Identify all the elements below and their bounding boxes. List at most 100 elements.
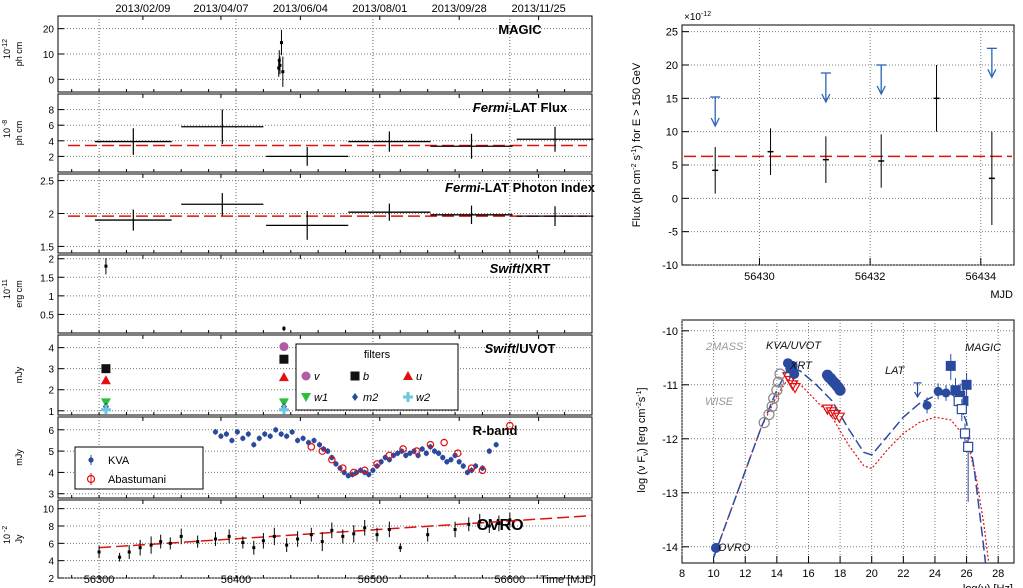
data-point	[487, 524, 491, 528]
legend-label: u	[416, 371, 422, 383]
y-tick-label: 25	[666, 27, 678, 39]
y-tick-label: 2	[48, 152, 54, 163]
data-point	[352, 532, 356, 536]
data-point	[460, 463, 466, 469]
y-axis-label-close: ]	[636, 387, 648, 390]
panel-title-rest: -LAT Photon Index	[480, 180, 595, 195]
x-tick-label: 56434	[966, 271, 997, 283]
data-point	[320, 540, 324, 544]
series-KVA	[212, 426, 499, 479]
data-point	[138, 546, 142, 550]
data-point	[278, 63, 282, 67]
legend-marker	[350, 371, 360, 381]
series-m2	[102, 402, 287, 411]
data-point	[448, 457, 454, 463]
data-point	[282, 327, 286, 331]
magic-low-point	[959, 428, 971, 439]
y-axis-label-tail: ) for E > 150 GeV	[631, 62, 643, 149]
data-point	[245, 431, 251, 437]
sed-label: 2MASS	[705, 341, 744, 353]
legend-marker	[406, 392, 410, 402]
y-tick-label: 0.5	[40, 310, 54, 321]
magic-point	[950, 385, 961, 396]
top-date-label: 2013/06/04	[273, 3, 328, 15]
y-axis-label-end: s	[636, 396, 648, 402]
y-label-exp: 10	[2, 534, 12, 544]
y-tick-label: 8	[48, 522, 54, 533]
data-point	[366, 471, 372, 478]
data-point	[444, 459, 450, 465]
data-point	[241, 540, 245, 544]
data-point	[277, 58, 281, 62]
y-axis-label-sup: -2	[631, 163, 638, 169]
data-point	[196, 540, 200, 544]
y-axis-label-main: log (ν F	[636, 456, 648, 493]
y-axis-label-sup2: -1	[631, 149, 638, 155]
data-point	[426, 440, 435, 449]
upper-limit-arrow	[710, 117, 720, 128]
y-axis-label-sup: -2	[636, 402, 643, 408]
panel-title: Fermi-LAT Flux	[473, 100, 568, 115]
ir-point	[766, 400, 778, 412]
panel-title-italic: Swift	[485, 341, 517, 356]
data-point	[394, 450, 401, 456]
light-curve-panels: 2013/02/09 2013/04/07 2013/06/04 2013/08/01…	[2, 3, 596, 586]
y-tick-label: 20	[43, 25, 55, 36]
magic-low-point	[956, 404, 967, 415]
y-axis-label-sub: ν	[641, 452, 650, 456]
data-point	[456, 459, 462, 465]
sed-label: KVA/UVOT	[766, 340, 822, 352]
data-point	[295, 437, 301, 444]
upper-limit-arrow	[821, 93, 831, 104]
data-point	[296, 537, 300, 541]
lat-point	[922, 400, 932, 410]
data-point	[279, 354, 289, 364]
sed-label: XRT	[789, 360, 813, 372]
data-point	[419, 446, 425, 452]
data-point	[284, 433, 290, 439]
y-tick-label: 8	[48, 106, 54, 117]
legend-label: KVA	[108, 455, 130, 467]
sed-label: LAT	[885, 365, 906, 377]
x-axis-label: log(ν) [Hz]	[963, 583, 1013, 588]
data-point	[179, 534, 183, 538]
y-tick-label: 2	[48, 255, 54, 266]
data-point	[300, 435, 306, 441]
legend-label: m2	[363, 392, 378, 404]
x-tick-label: 12	[739, 568, 751, 580]
data-point	[279, 342, 289, 352]
panel-frame	[57, 416, 593, 499]
y-tick-label: 1.5	[40, 242, 54, 253]
x-tick-label: 28	[992, 568, 1004, 580]
data-point	[262, 431, 268, 437]
legend-marker	[301, 371, 311, 381]
y-label: mJy	[14, 366, 24, 383]
y-tick-label: 2	[48, 386, 54, 397]
x-tick-label: 10	[707, 568, 719, 580]
lat-point	[933, 386, 943, 396]
x-tick-label: 56430	[744, 271, 775, 283]
y-axis-label: log (ν Fν) [erg cm-2s-1]	[636, 387, 650, 492]
sed-label: WISE	[705, 396, 734, 408]
y-tick-label: 6	[48, 539, 54, 550]
y-tick-label: -10	[662, 326, 678, 338]
low-state-point	[825, 407, 838, 419]
panel-title: OVRO	[476, 517, 523, 534]
x-axis-label: Time [MJD]	[540, 574, 596, 586]
legend-box	[295, 343, 459, 411]
y-tick-label: -14	[662, 542, 678, 554]
ir-point	[772, 376, 785, 388]
y-tick-label: 5	[672, 160, 678, 172]
data-point	[118, 555, 122, 559]
series-lat_flux	[94, 109, 594, 166]
data-point	[423, 450, 429, 456]
y-label-exp: 10	[2, 128, 12, 138]
data-point	[508, 518, 512, 522]
data-point	[360, 466, 369, 475]
x-tick-label: 56600	[495, 574, 526, 586]
data-point	[370, 467, 376, 473]
sed-chart: 8 10 12 14 16 18 20 22 24 26 28 -14 -13 -12 -11 -10 log(…	[636, 319, 1015, 588]
y-exponent-base: ×10	[684, 12, 701, 23]
panel-title-italic: Fermi	[473, 100, 509, 115]
y-label-exp: 10	[2, 49, 12, 59]
